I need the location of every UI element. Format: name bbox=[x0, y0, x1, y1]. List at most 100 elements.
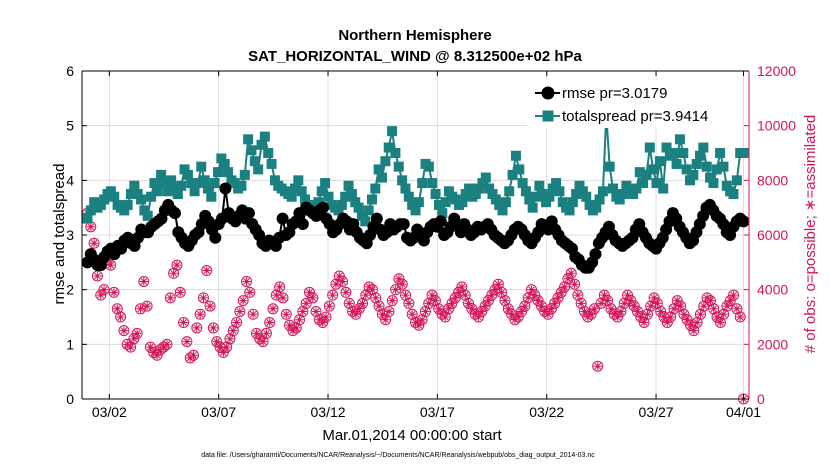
obs-assimilated-marker bbox=[172, 260, 182, 270]
totalspread-point bbox=[457, 197, 468, 208]
obs-assimilated-marker bbox=[199, 293, 208, 303]
obs-point bbox=[264, 316, 276, 328]
obs-assimilated-marker bbox=[649, 293, 659, 303]
totalspread-point bbox=[688, 169, 699, 180]
obs-assimilated-marker bbox=[523, 293, 533, 303]
obs-assimilated-marker bbox=[126, 342, 135, 352]
totalspread-point bbox=[152, 186, 163, 197]
totalspread-point bbox=[604, 161, 615, 172]
obs-assimilated-marker bbox=[726, 296, 735, 305]
totalspread-point bbox=[169, 183, 180, 194]
obs-point bbox=[187, 349, 199, 361]
totalspread-point bbox=[731, 175, 742, 186]
totalspread-point bbox=[316, 186, 327, 197]
totalspread-point bbox=[628, 189, 639, 199]
obs-possible-marker bbox=[337, 275, 349, 287]
obs-possible-marker bbox=[539, 306, 551, 318]
obs-assimilated-marker bbox=[215, 342, 225, 352]
obs-point bbox=[118, 325, 130, 337]
obs-possible-marker bbox=[254, 333, 266, 345]
obs-possible-marker bbox=[115, 311, 127, 323]
totalspread-point bbox=[323, 191, 334, 202]
obs-point bbox=[194, 308, 206, 320]
obs-assimilated-marker bbox=[557, 288, 566, 297]
obs-possible-marker bbox=[582, 311, 594, 323]
obs-possible-marker bbox=[161, 338, 173, 350]
totalspread-point bbox=[293, 175, 304, 186]
totalspread-point bbox=[229, 178, 240, 189]
obs-assimilated-marker bbox=[517, 307, 526, 316]
obs-assimilated-marker bbox=[514, 312, 523, 322]
obs-assimilated-marker bbox=[245, 288, 255, 297]
totalspread-point bbox=[507, 169, 518, 180]
totalspread-point bbox=[738, 148, 749, 158]
obs-assimilated-marker bbox=[401, 290, 410, 300]
obs-possible-marker bbox=[154, 344, 166, 356]
obs-assimilated-marker bbox=[729, 290, 738, 300]
totalspread-point bbox=[89, 197, 100, 208]
totalspread-point bbox=[614, 194, 625, 205]
obs-assimilated-marker bbox=[454, 288, 463, 297]
obs-point bbox=[138, 275, 150, 287]
obs-possible-marker bbox=[264, 316, 276, 328]
obs-assimilated-marker bbox=[500, 296, 510, 305]
obs-assimilated-marker bbox=[573, 290, 583, 300]
obs-assimilated-marker bbox=[553, 293, 563, 303]
obs-point bbox=[539, 306, 551, 318]
obs-assimilated-marker bbox=[593, 362, 602, 371]
obs-point bbox=[164, 292, 176, 304]
obs-possible-marker bbox=[608, 308, 620, 320]
obs-assimilated-marker bbox=[136, 304, 145, 313]
obs-assimilated-marker bbox=[149, 348, 158, 357]
obs-assimilated-marker bbox=[414, 321, 424, 330]
obs-point bbox=[260, 327, 272, 339]
obs-assimilated-marker bbox=[590, 304, 599, 313]
rmse-point bbox=[168, 207, 181, 220]
totalspread-point bbox=[427, 178, 438, 189]
obs-assimilated-marker bbox=[212, 337, 221, 346]
y-axis-label-right: # of obs: o=possible; ∗=assimilated bbox=[802, 115, 819, 354]
obs-assimilated-marker bbox=[156, 345, 165, 354]
obs-assimilated-marker bbox=[235, 307, 245, 316]
obs-point bbox=[134, 303, 146, 315]
obs-assimilated-marker bbox=[626, 296, 636, 305]
obs-assimilated-marker bbox=[669, 304, 679, 313]
totalspread-point bbox=[460, 189, 471, 199]
totalspread-point bbox=[403, 191, 414, 202]
totalspread-point bbox=[99, 194, 110, 205]
obs-point bbox=[396, 278, 408, 290]
obs-assimilated-marker bbox=[576, 299, 586, 308]
obs-assimilated-marker bbox=[315, 315, 324, 324]
obs-assimilated-marker bbox=[447, 299, 457, 308]
obs-assimilated-marker bbox=[278, 293, 288, 303]
obs-assimilated-marker bbox=[242, 277, 251, 286]
obs-assimilated-marker bbox=[457, 282, 467, 292]
totalspread-point bbox=[397, 175, 408, 186]
obs-assimilated-marker bbox=[636, 312, 646, 322]
obs-assimilated-marker bbox=[159, 342, 168, 352]
totalspread-point bbox=[621, 180, 632, 191]
legend-rmse-label: rmse pr=3.0179 bbox=[562, 85, 667, 102]
obs-assimilated-marker bbox=[96, 290, 105, 300]
obs-point bbox=[197, 292, 209, 304]
legend: rmse pr=3.0179 totalspread pr=3.9414 bbox=[527, 80, 742, 128]
totalspread-point bbox=[661, 142, 672, 153]
totalspread-point bbox=[494, 199, 505, 210]
obs-point bbox=[267, 303, 279, 315]
obs-assimilated-marker bbox=[89, 239, 99, 248]
obs-possible-marker bbox=[231, 316, 243, 328]
totalspread-point bbox=[393, 161, 404, 172]
obs-assimilated-marker bbox=[689, 326, 699, 335]
totalspread-point bbox=[654, 156, 665, 167]
obs-point bbox=[178, 316, 190, 328]
obs-point bbox=[410, 316, 421, 328]
obs-possible-marker bbox=[396, 278, 408, 290]
totalspread-point bbox=[534, 180, 545, 191]
obs-possible-marker bbox=[134, 303, 146, 315]
obs-assimilated-marker bbox=[467, 304, 477, 313]
obs-assimilated-marker bbox=[497, 288, 506, 297]
obs-assimilated-marker bbox=[268, 304, 278, 313]
obs-assimilated-marker bbox=[550, 299, 559, 308]
obs-point bbox=[254, 333, 266, 345]
totalspread-point bbox=[353, 202, 364, 213]
